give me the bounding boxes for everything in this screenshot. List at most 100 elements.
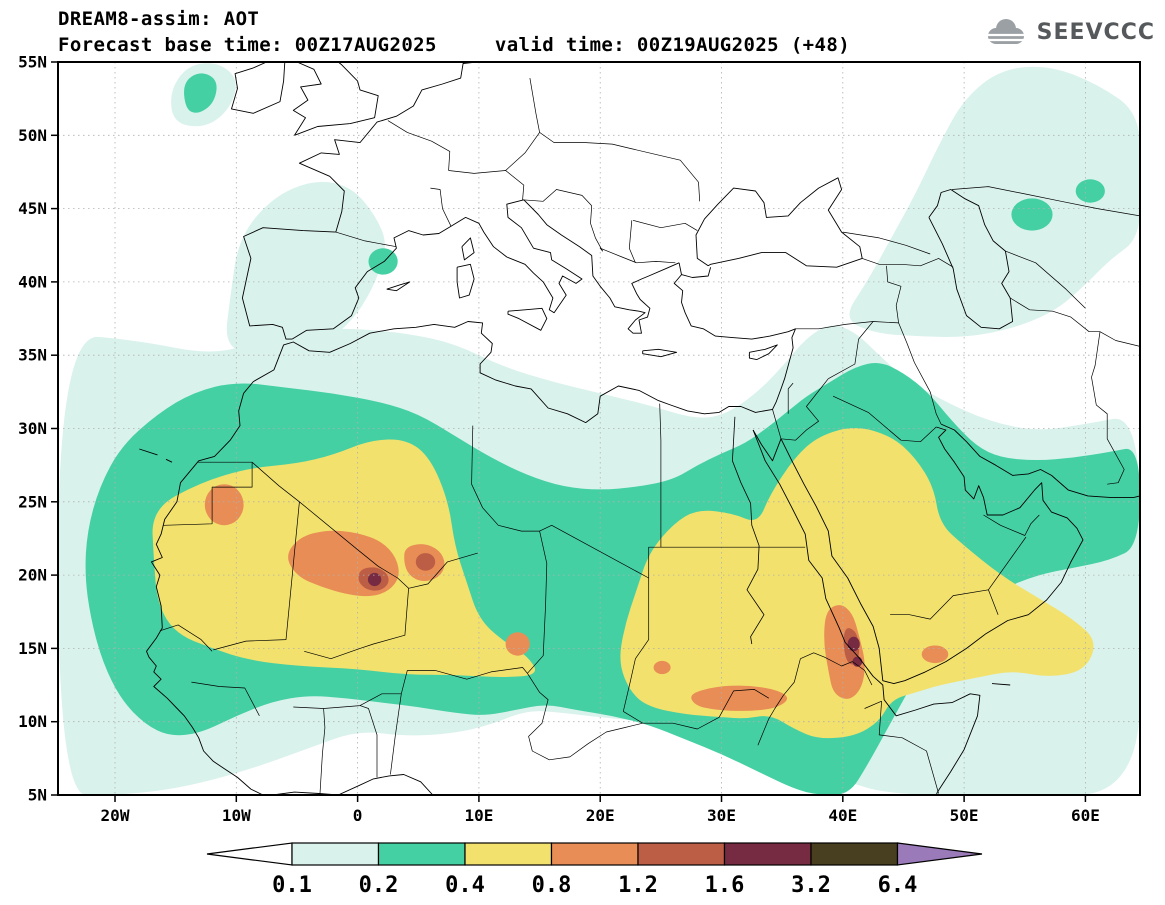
country-border xyxy=(471,425,499,526)
y-tick-label: 5N xyxy=(28,786,47,805)
aot-ge04-sudan-arabia xyxy=(620,428,1094,739)
aot-ge08-yemen xyxy=(921,645,949,664)
country-border xyxy=(628,220,636,263)
country-border xyxy=(1005,250,1086,309)
country-border xyxy=(983,514,1040,536)
x-tick-label: 40E xyxy=(828,806,857,825)
country-border xyxy=(800,652,873,686)
country-border xyxy=(319,708,326,794)
country-border xyxy=(387,120,451,171)
country-border xyxy=(787,382,794,414)
country-border xyxy=(886,265,902,323)
aot-ge08-darfur xyxy=(653,660,671,675)
y-tick-label: 35N xyxy=(18,346,47,365)
aot-ge08-sudan xyxy=(691,685,788,711)
coastline xyxy=(294,62,379,136)
country-border xyxy=(390,670,408,775)
coastline xyxy=(642,348,678,358)
country-border xyxy=(359,705,378,778)
coastline xyxy=(695,177,863,268)
country-border xyxy=(780,378,829,441)
coastline xyxy=(456,263,475,299)
aot-ge01-iberia xyxy=(226,181,385,355)
country-border xyxy=(335,231,397,248)
country-border xyxy=(890,536,1027,620)
x-tick-label: 10E xyxy=(464,806,493,825)
country-border xyxy=(407,667,528,680)
logo-text: SEEVCCC xyxy=(1036,19,1155,45)
colorbar-arrow-right xyxy=(896,842,983,866)
aot-ge08-chad xyxy=(505,632,530,656)
header-subtitle: Forecast base time: 00Z17AUG2025 valid ti… xyxy=(58,34,850,56)
country-border xyxy=(832,395,937,443)
country-border xyxy=(213,501,300,651)
country-border xyxy=(842,231,931,255)
coastline xyxy=(752,426,1084,685)
coastline xyxy=(507,307,548,331)
colorbar-label: 1.2 xyxy=(618,873,658,898)
river xyxy=(732,416,765,645)
coastline xyxy=(748,344,778,361)
country-border xyxy=(448,170,525,200)
coastline xyxy=(272,774,434,795)
y-tick-label: 40N xyxy=(18,272,47,291)
country-border xyxy=(862,258,954,268)
coastline xyxy=(991,683,1011,686)
country-border xyxy=(304,588,409,660)
country-border xyxy=(527,673,643,761)
seevccc-logo: SEEVCCC xyxy=(983,16,1155,48)
x-tick-label: 60E xyxy=(1071,806,1100,825)
coastline xyxy=(673,274,796,410)
colorbar-box xyxy=(810,842,899,866)
coastline xyxy=(928,189,1014,330)
colorbar-box xyxy=(550,842,639,866)
country-border xyxy=(772,409,782,439)
aot-ge02-caspian-b xyxy=(1075,179,1105,203)
country-border xyxy=(1010,297,1140,347)
country-border xyxy=(527,531,548,674)
aot-field-layer xyxy=(58,63,1140,795)
coastline xyxy=(752,429,981,795)
country-border xyxy=(795,321,899,330)
colorbar-box xyxy=(723,842,812,866)
coastline xyxy=(940,423,1140,498)
coastline xyxy=(298,62,477,233)
page-title: DREAM8-assim: AOT xyxy=(58,8,260,30)
aot-ge16-eritrea-a xyxy=(847,636,860,652)
colorbar-box xyxy=(377,842,466,866)
country-border xyxy=(159,624,213,652)
country-border xyxy=(191,681,260,716)
y-tick-label: 55N xyxy=(18,53,47,72)
coastline xyxy=(461,237,475,261)
aot-ge02-northwest xyxy=(184,73,217,113)
country-border xyxy=(163,461,253,526)
colorbar-box xyxy=(464,842,553,866)
country-border xyxy=(1091,331,1125,485)
coastline xyxy=(139,448,158,456)
y-tick-label: 10N xyxy=(18,712,47,731)
aot-ge08-mauritania xyxy=(204,484,244,526)
country-border xyxy=(757,658,801,746)
country-border xyxy=(951,186,1140,217)
country-border xyxy=(408,552,478,589)
colorbar-label: 1.6 xyxy=(705,873,745,898)
colorbar xyxy=(206,842,983,866)
coastline xyxy=(146,321,773,795)
country-border xyxy=(522,189,592,206)
colorbar-label: 6.4 xyxy=(878,873,918,898)
coastline xyxy=(231,62,286,114)
coastline xyxy=(292,62,322,136)
country-border xyxy=(505,78,540,171)
coastline xyxy=(678,262,712,278)
country-border xyxy=(299,501,409,589)
y-tick-label: 30N xyxy=(18,419,47,438)
forecast-base-time: Forecast base time: 00Z17AUG2025 xyxy=(58,34,437,56)
country-border xyxy=(293,693,402,709)
coastline xyxy=(165,458,173,463)
colorbar-label: 0.4 xyxy=(445,873,485,898)
x-tick-label: 10W xyxy=(222,806,251,825)
y-tick-label: 15N xyxy=(18,639,47,658)
x-tick-label: 0 xyxy=(353,806,363,825)
